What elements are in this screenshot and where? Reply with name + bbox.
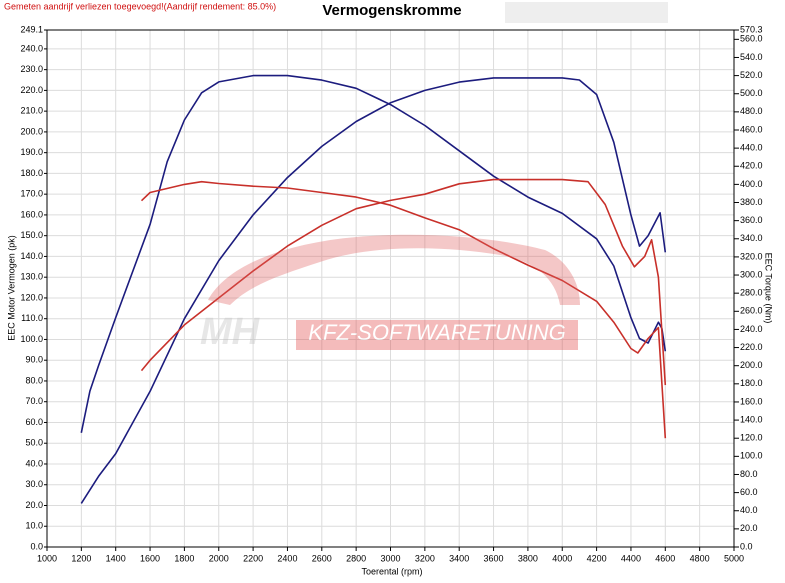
y2-tick-label: 60.0 xyxy=(740,487,758,497)
x-tick-label: 4000 xyxy=(552,553,572,563)
x-tick-label: 1400 xyxy=(106,553,126,563)
y2-tick-label: 280.0 xyxy=(740,288,763,298)
series-line xyxy=(140,180,667,439)
x-tick-label: 4400 xyxy=(621,553,641,563)
y2-tick-label: 200.0 xyxy=(740,360,763,370)
watermark-band xyxy=(296,320,578,350)
y2-tick-label: 80.0 xyxy=(740,469,758,479)
x-tick-label: 3600 xyxy=(484,553,504,563)
y-tick-label: 130.0 xyxy=(20,272,43,282)
y-tick-label: 80.0 xyxy=(25,375,43,385)
plot-frame xyxy=(46,29,735,548)
y2-tick-label: 320.0 xyxy=(740,251,763,261)
y2-tick-label: 500.0 xyxy=(740,88,763,98)
header-box xyxy=(505,2,668,23)
y2-tick-label: 20.0 xyxy=(740,523,758,533)
y-tick-label: 20.0 xyxy=(25,500,43,510)
x-tick-label: 4800 xyxy=(690,553,710,563)
y-tick-label: 170.0 xyxy=(20,189,43,199)
y2-tick-label: 380.0 xyxy=(740,197,763,207)
x-tick-label: 3200 xyxy=(415,553,435,563)
x-tick-label: 3800 xyxy=(518,553,538,563)
y2-tick-label: 460.0 xyxy=(740,124,763,134)
y-tick-label: 70.0 xyxy=(25,396,43,406)
y2-tick-label: 570.3 xyxy=(740,24,763,34)
y-tick-label: 50.0 xyxy=(25,438,43,448)
watermark-text: KFZ-SOFTWARETUNING xyxy=(308,320,565,345)
x-tick-label: 3400 xyxy=(449,553,469,563)
chart-title: Vermogenskromme xyxy=(322,2,461,19)
y-tick-label: 150.0 xyxy=(20,230,43,240)
x-tick-label: 1200 xyxy=(71,553,91,563)
series-line xyxy=(80,74,667,433)
x-tick-label: 1000 xyxy=(37,553,57,563)
y2-tick-label: 40.0 xyxy=(740,505,758,515)
x-tick-label: 2200 xyxy=(243,553,263,563)
x-tick-label: 2800 xyxy=(346,553,366,563)
y-tick-label: 249.1 xyxy=(20,24,43,34)
y-tick-label: 210.0 xyxy=(20,106,43,116)
y2-tick-label: 100.0 xyxy=(740,451,763,461)
y-tick-label: 190.0 xyxy=(20,147,43,157)
y-tick-label: 100.0 xyxy=(20,334,43,344)
y2-tick-label: 360.0 xyxy=(740,215,763,225)
y2-tick-label: 120.0 xyxy=(740,433,763,443)
y2-tick-label: 160.0 xyxy=(740,396,763,406)
y2-tick-label: 260.0 xyxy=(740,306,763,316)
y-tick-label: 0.0 xyxy=(30,541,43,551)
y-tick-label: 160.0 xyxy=(20,209,43,219)
x-tick-label: 2600 xyxy=(312,553,332,563)
y-tick-label: 90.0 xyxy=(25,355,43,365)
y-tick-label: 120.0 xyxy=(20,292,43,302)
y-tick-label: 10.0 xyxy=(25,521,43,531)
y-tick-label: 220.0 xyxy=(20,85,43,95)
y2-tick-label: 340.0 xyxy=(740,233,763,243)
y2-tick-label: 540.0 xyxy=(740,52,763,62)
y-tick-label: 140.0 xyxy=(20,251,43,261)
x-tick-label: 5000 xyxy=(724,553,744,563)
x-tick-label: 1800 xyxy=(174,553,194,563)
y-tick-label: 60.0 xyxy=(25,417,43,427)
series-line xyxy=(140,178,667,386)
y-tick-label: 40.0 xyxy=(25,458,43,468)
y-tick-label: 180.0 xyxy=(20,168,43,178)
x-axis-label: Toerental (rpm) xyxy=(361,566,422,576)
y-tick-label: 200.0 xyxy=(20,126,43,136)
y2-tick-label: 420.0 xyxy=(740,161,763,171)
y2-tick-label: 560.0 xyxy=(740,34,763,44)
y2-tick-label: 240.0 xyxy=(740,324,763,334)
y2-tick-label: 180.0 xyxy=(740,378,763,388)
y-tick-label: 110.0 xyxy=(21,313,43,323)
y2-tick-label: 140.0 xyxy=(740,414,763,424)
y-tick-label: 230.0 xyxy=(20,64,43,74)
note: Gemeten aandrijf verliezen toegevoegd!(A… xyxy=(4,1,276,11)
y2-tick-label: 520.0 xyxy=(740,70,763,80)
y2-tick-label: 0.0 xyxy=(740,541,753,551)
watermark-car xyxy=(208,234,580,305)
y-tick-label: 240.0 xyxy=(20,43,43,53)
x-tick-label: 3000 xyxy=(380,553,400,563)
y2-axis-label: EEC Torque (Nm) xyxy=(764,253,774,324)
y-axis-label: EEC Motor Vermogen (pk) xyxy=(6,235,16,341)
x-tick-label: 1600 xyxy=(140,553,160,563)
x-tick-label: 4600 xyxy=(655,553,675,563)
x-tick-label: 4200 xyxy=(587,553,607,563)
y2-tick-label: 440.0 xyxy=(740,142,763,152)
y2-tick-label: 480.0 xyxy=(740,106,763,116)
x-tick-label: 2400 xyxy=(277,553,297,563)
watermark: MH KFZ-SOFTWARETUNING xyxy=(200,234,580,353)
y-tick-label: 30.0 xyxy=(25,479,43,489)
y2-tick-label: 300.0 xyxy=(740,269,763,279)
y2-tick-label: 400.0 xyxy=(740,179,763,189)
x-tick-label: 2000 xyxy=(209,553,229,563)
watermark-text: MH xyxy=(200,311,261,353)
y2-tick-label: 220.0 xyxy=(740,342,763,352)
